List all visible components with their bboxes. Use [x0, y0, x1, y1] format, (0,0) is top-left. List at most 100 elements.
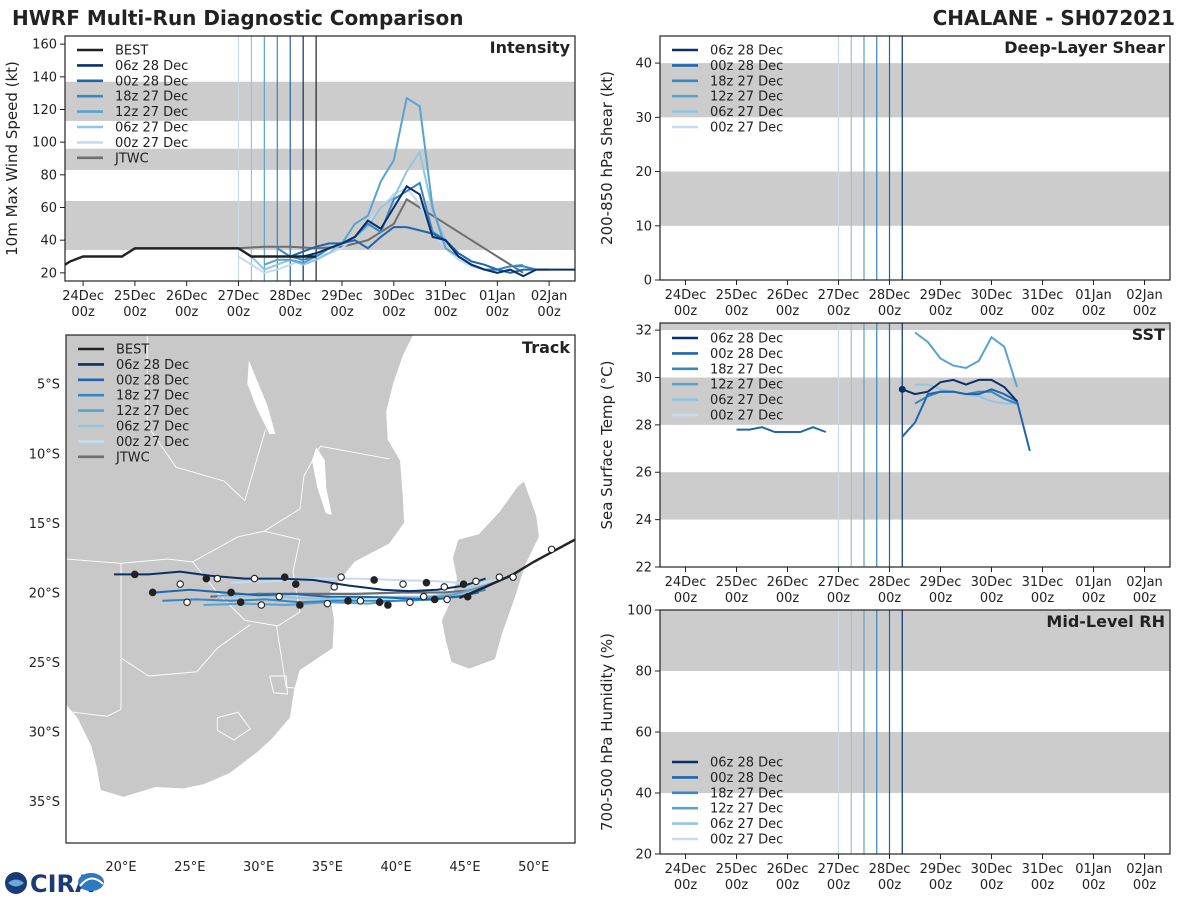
cloud-icon: [78, 873, 104, 891]
shear-xtick-hour: 00z: [980, 304, 1004, 319]
shear-xtick-hour: 00z: [1031, 304, 1055, 319]
shear-xtick-hour: 00z: [929, 304, 953, 319]
intensity-best-line: [65, 247, 317, 266]
track-lon-label: 35°E: [312, 860, 343, 875]
intensity-ytick-label: 100: [32, 136, 57, 151]
track-position-open-dot: [406, 598, 414, 606]
sst-ytick-label: 24: [635, 513, 652, 528]
track-lon-label: 20°E: [105, 860, 136, 875]
track-position-dot: [370, 576, 378, 584]
rh-legend-label: 00z 27 Dec: [710, 833, 783, 848]
track-position-dot: [344, 597, 352, 605]
swirl-icon: [79, 877, 104, 887]
track-legend-label: 18z 27 Dec: [116, 389, 189, 404]
intensity-legend-label: 06z 28 Dec: [115, 59, 188, 74]
rh-xtick-date: 28Dec: [869, 862, 911, 877]
intensity-ytick-label: 60: [40, 201, 57, 216]
track-position-dot: [280, 573, 289, 581]
sst-xtick-hour: 00z: [878, 591, 902, 606]
rh-ytick-label: 20: [635, 848, 652, 863]
intensity-ytick-label: 80: [40, 168, 57, 183]
sst-legend-label: 00z 28 Dec: [710, 347, 783, 362]
country-border: [66, 558, 193, 564]
sst-ylabel: Sea Surface Temp (°C): [598, 360, 616, 529]
intensity-xtick-date: 24Dec: [62, 289, 104, 304]
rh-xtick-hour: 00z: [776, 878, 800, 893]
shear-plot-area: [660, 36, 1170, 280]
track-position-open-dot: [419, 592, 428, 601]
track-best-line: [458, 538, 575, 600]
track-lat-label: 15°S: [29, 517, 60, 532]
country-border: [216, 711, 251, 741]
track-lat-label: 30°S: [29, 726, 60, 741]
intensity-xtick-hour: 00z: [123, 305, 147, 320]
track-position-dot: [202, 574, 211, 583]
sst-series-line: [901, 378, 1018, 402]
rh-xtick-hour: 00z: [980, 878, 1004, 893]
shear-frame: [659, 35, 1171, 281]
intensity-xtick-hour: 00z: [71, 305, 95, 320]
track-position-dot: [463, 592, 472, 601]
intensity-xtick-hour: 00z: [175, 305, 199, 320]
rh-ylabel: 700-500 hPa Humidity (%): [598, 633, 616, 831]
track-jtwc-line: [210, 588, 479, 598]
cira-logo: CIRA: [5, 870, 104, 898]
track-position-open-dot: [257, 601, 266, 609]
shear-xtick-date: 25Dec: [716, 288, 758, 303]
shear-ytick-label: 0: [644, 274, 652, 289]
sst-legend-label: 12z 27 Dec: [710, 378, 783, 393]
intensity-xtick-hour: 00z: [382, 305, 406, 320]
rh-ytick-label: 80: [635, 665, 652, 680]
track-position-dot: [384, 601, 392, 609]
track-lon-label: 30°E: [243, 860, 274, 875]
sst-xtick-hour: 00z: [929, 591, 953, 606]
rh-shaded-band: [660, 732, 1170, 793]
rh-legend-label: 06z 27 Dec: [710, 817, 783, 832]
track-lat-label: 5°S: [37, 378, 60, 393]
country-border: [146, 335, 266, 502]
rh-xtick-date: 24Dec: [665, 862, 707, 877]
sst-plot-area: [660, 323, 1170, 567]
intensity-xtick-date: 31Dec: [425, 289, 467, 304]
track-position-dot: [375, 598, 384, 607]
intensity-xtick-date: 29Dec: [321, 289, 363, 304]
intensity-xtick-date: 27Dec: [218, 289, 260, 304]
sst-xtick-hour: 00z: [1082, 591, 1106, 606]
shear-panel: 01020304024Dec00z25Dec00z26Dec00z27Dec00…: [598, 35, 1171, 319]
shear-legend-label: 06z 28 Dec: [710, 44, 783, 59]
track-position-open-dot: [443, 595, 451, 604]
sst-xtick-hour: 00z: [674, 591, 698, 606]
shear-xtick-date: 02Jan: [1126, 288, 1163, 303]
rh-xtick-hour: 00z: [725, 878, 749, 893]
country-border: [120, 624, 251, 677]
rh-panel-title: Mid-Level RH: [1046, 612, 1165, 631]
track-position-dot: [227, 588, 235, 597]
rh-xtick-hour: 00z: [1031, 878, 1055, 893]
track-position-open-dot: [213, 574, 222, 583]
intensity-legend-label: 12z 27 Dec: [115, 105, 188, 120]
track-position-open-dot: [472, 577, 480, 586]
sst-xtick-date: 31Dec: [1022, 575, 1064, 590]
intensity-legend-label: 18z 27 Dec: [115, 90, 188, 105]
intensity-legend-label: JTWC: [114, 151, 149, 166]
country-border: [72, 708, 122, 717]
sst-xtick-date: 25Dec: [716, 575, 758, 590]
shear-xtick-date: 01Jan: [1075, 288, 1112, 303]
shear-xtick-hour: 00z: [878, 304, 902, 319]
track-legend-label: JTWC: [115, 450, 150, 465]
intensity-series-line: [289, 226, 550, 274]
country-border: [192, 530, 301, 627]
intensity-legend-label: 00z 27 Dec: [115, 136, 188, 151]
track-position-open-dot: [250, 574, 259, 583]
rh-ytick-label: 60: [635, 726, 652, 741]
track-position-open-dot: [509, 573, 517, 581]
track-lon-label: 25°E: [174, 860, 205, 875]
shear-shaded-band: [660, 171, 1170, 226]
rh-shaded-band: [660, 610, 1170, 671]
track-position-dot: [291, 580, 300, 588]
rh-ytick-label: 100: [627, 604, 652, 619]
lake-malawi: [311, 447, 332, 515]
intensity-xtick-hour: 00z: [486, 305, 510, 320]
sst-xtick-date: 26Dec: [767, 575, 809, 590]
track-legend-label: 00z 28 Dec: [116, 373, 189, 388]
